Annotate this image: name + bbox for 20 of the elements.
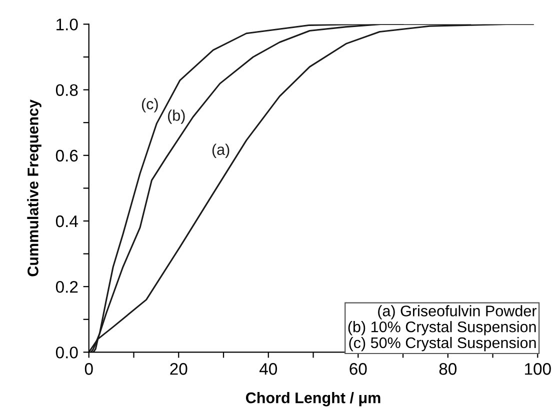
x-tick-label: 0 xyxy=(84,363,93,375)
x-tick-label: 20 xyxy=(170,363,188,375)
x-tick-label: 40 xyxy=(259,363,277,375)
y-tick-label: 0.0 xyxy=(56,346,78,358)
annotation: (c) 50% Crystal Suspension xyxy=(349,336,536,352)
y-tick-label: 0.2 xyxy=(56,280,78,293)
annotation: (b) 10% Crystal Suspension xyxy=(348,321,536,336)
y-tick-label: 0.8 xyxy=(56,84,78,96)
x-tick-label: 80 xyxy=(439,363,457,375)
y-tick-label: 1.0 xyxy=(56,18,78,30)
y-tick-label: 0.4 xyxy=(56,215,78,228)
series-label: (b) xyxy=(168,110,185,124)
x-axis-title: Chord Lenght / μm xyxy=(246,392,380,406)
y-axis-title: Cummulative Frequency xyxy=(27,100,42,276)
annotation: (a) Griseofulvin Powder xyxy=(378,305,537,320)
series-label: (c) xyxy=(142,98,158,112)
y-tick-label: 0.6 xyxy=(56,150,78,162)
x-tick-label: 100 xyxy=(525,363,551,375)
series-label: (a) xyxy=(212,144,230,158)
x-tick-label: 60 xyxy=(350,363,367,375)
